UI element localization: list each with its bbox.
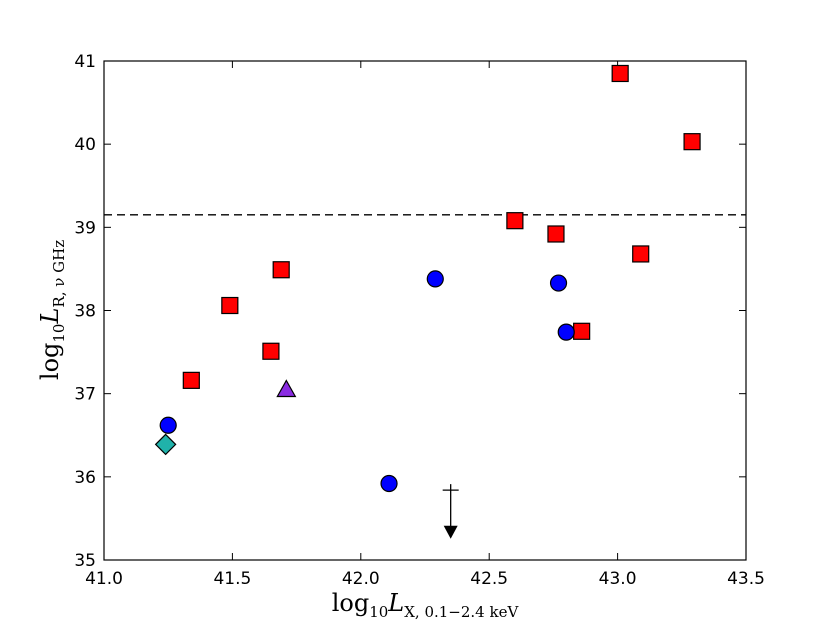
x-tick-label: 41.5 — [213, 569, 251, 589]
x-tick-label: 42.5 — [470, 569, 508, 589]
y-tick-label: 41 — [74, 52, 96, 72]
y-tick-label: 40 — [74, 135, 96, 155]
plot-frame — [103, 60, 747, 561]
circle-marker — [557, 323, 575, 341]
y-tick-label: 35 — [74, 551, 96, 571]
triangle-marker — [276, 379, 297, 398]
square-marker — [683, 133, 701, 151]
upper-limit-marker — [442, 484, 459, 539]
y-tick-label: 38 — [74, 302, 96, 322]
square-marker — [547, 225, 565, 243]
diamond-marker — [154, 433, 177, 456]
circle-marker — [159, 416, 177, 434]
square-marker — [182, 371, 200, 389]
square-marker — [632, 245, 650, 263]
x-tick-label: 41.0 — [85, 569, 123, 589]
y-tick-label: 36 — [74, 468, 96, 488]
y-tick-label: 39 — [74, 218, 96, 238]
square-marker — [506, 212, 524, 230]
plot-area: 41.0 41.5 42.0 42.5 43.0 43.5 35 36 37 38 39 40 41 — [74, 52, 765, 589]
x-tick-label: 43.0 — [599, 569, 637, 589]
circle-marker — [549, 274, 568, 292]
axis-ticks — [103, 60, 747, 561]
axis-tick-labels: 41.0 41.5 42.0 42.5 43.0 43.5 35 36 37 38 39 40 41 — [74, 52, 765, 589]
x-tick-label: 43.5 — [727, 569, 765, 589]
circle-marker — [426, 270, 444, 288]
y-tick-label: 37 — [74, 385, 96, 405]
x-axis-label: log10LX, 0.1−2.4 keV — [332, 589, 520, 621]
y-axis-label: log10LR, ν GHz — [36, 240, 68, 380]
square-marker — [221, 296, 239, 315]
data-marks — [154, 64, 701, 539]
square-marker — [573, 322, 591, 340]
square-marker — [272, 261, 290, 279]
square-marker — [611, 64, 629, 83]
circle-marker — [380, 474, 398, 493]
x-tick-label: 42.0 — [342, 569, 380, 589]
square-marker — [262, 342, 280, 360]
